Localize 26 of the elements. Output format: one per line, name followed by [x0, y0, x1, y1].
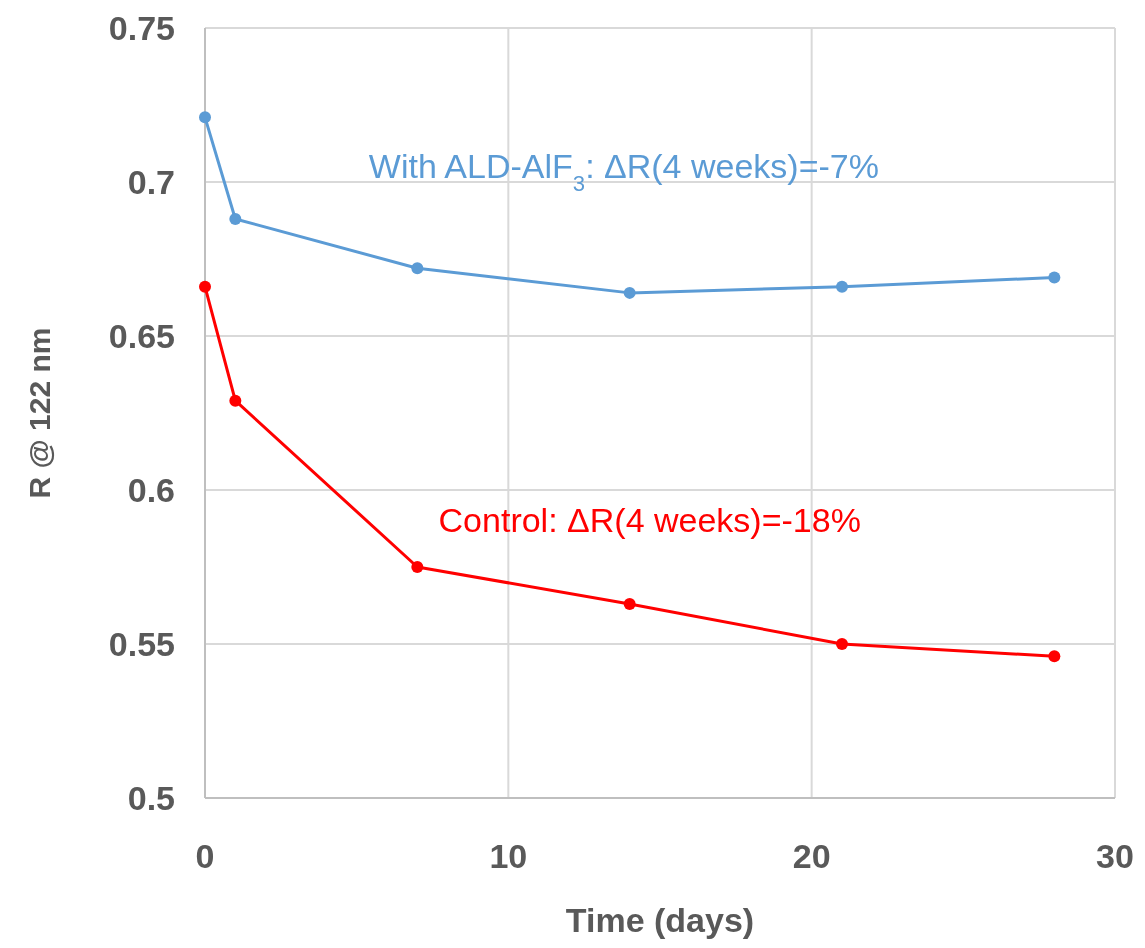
y-tick-label: 0.7 — [127, 162, 175, 201]
point — [836, 638, 848, 650]
y-tick-label: 0.55 — [108, 624, 175, 663]
x-axis-title: Time (days) — [565, 901, 755, 939]
point — [229, 394, 242, 407]
y-axis-title: R @ 122 nm — [23, 327, 56, 499]
point — [836, 280, 848, 293]
point — [623, 286, 636, 299]
point — [411, 262, 424, 275]
x-tick-label: 30 — [1096, 837, 1134, 875]
series-label: With ALD-AlF$_{3}$: ΔR(4 weeks)=-7% — [368, 147, 879, 196]
point — [199, 280, 211, 293]
point — [1048, 271, 1061, 284]
y-tick-label: 0.5 — [127, 778, 175, 817]
series-label: Control: ΔR(4 weeks)=-18% — [438, 501, 861, 539]
point — [1048, 650, 1061, 663]
x-tick-label: 20 — [792, 837, 831, 875]
y-tick-label: 0.65 — [108, 316, 175, 355]
point — [199, 111, 211, 124]
y-tick-label: 0.75 — [108, 8, 175, 47]
x-tick-label: 10 — [489, 837, 528, 875]
x-tick-label: 0 — [195, 837, 215, 875]
y-tick-label: 0.6 — [127, 470, 175, 509]
point — [229, 212, 242, 225]
point — [623, 597, 636, 610]
point — [411, 561, 424, 573]
